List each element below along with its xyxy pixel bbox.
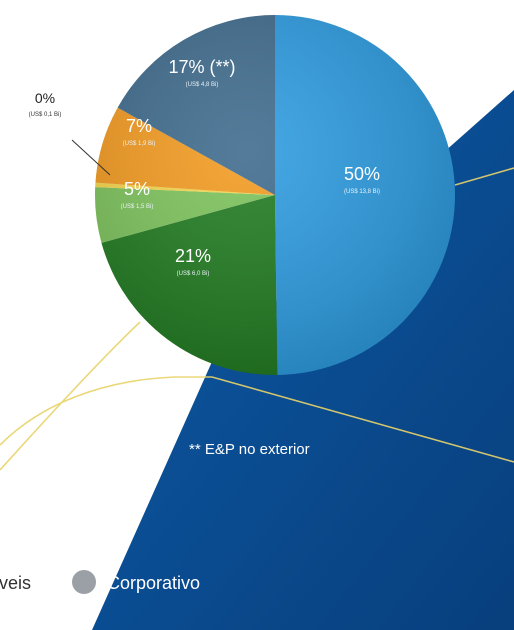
slice-label-2: 5% [124,179,150,199]
slice-label-5: 17% (**) [168,57,235,77]
slice-sublabel-3: (US$ 0,1 Bi) [29,112,62,118]
zero-slice-leader [71,139,111,176]
slice-sublabel-0: (US$ 13,8 Bi) [344,189,380,195]
slice-label-0: 50% [344,164,380,184]
slice-label-3: 0% [35,90,55,106]
legend-corporativo-label: Corporativo [107,573,200,593]
legend: veis Corporativo [0,570,200,594]
pie-labels: 50% (US$ 13,8 Bi) 21% (US$ 6,0 Bi) 5% (US$ 1,… [29,57,380,277]
slice-sublabel-1: (US$ 6,0 Bi) [177,271,210,277]
slice-sublabel-4: (US$ 1,9 Bi) [123,141,156,147]
slice-label-1: 21% [175,246,211,266]
legend-partial-label: veis [0,573,31,593]
legend-corporativo-swatch [72,570,96,594]
slice-sublabel-5: (US$ 4,8 Bi) [186,82,219,88]
footnote: ** E&P no exterior [189,441,310,458]
slice-sublabel-2: (US$ 1,5 Bi) [121,204,154,210]
slice-label-4: 7% [126,116,152,136]
